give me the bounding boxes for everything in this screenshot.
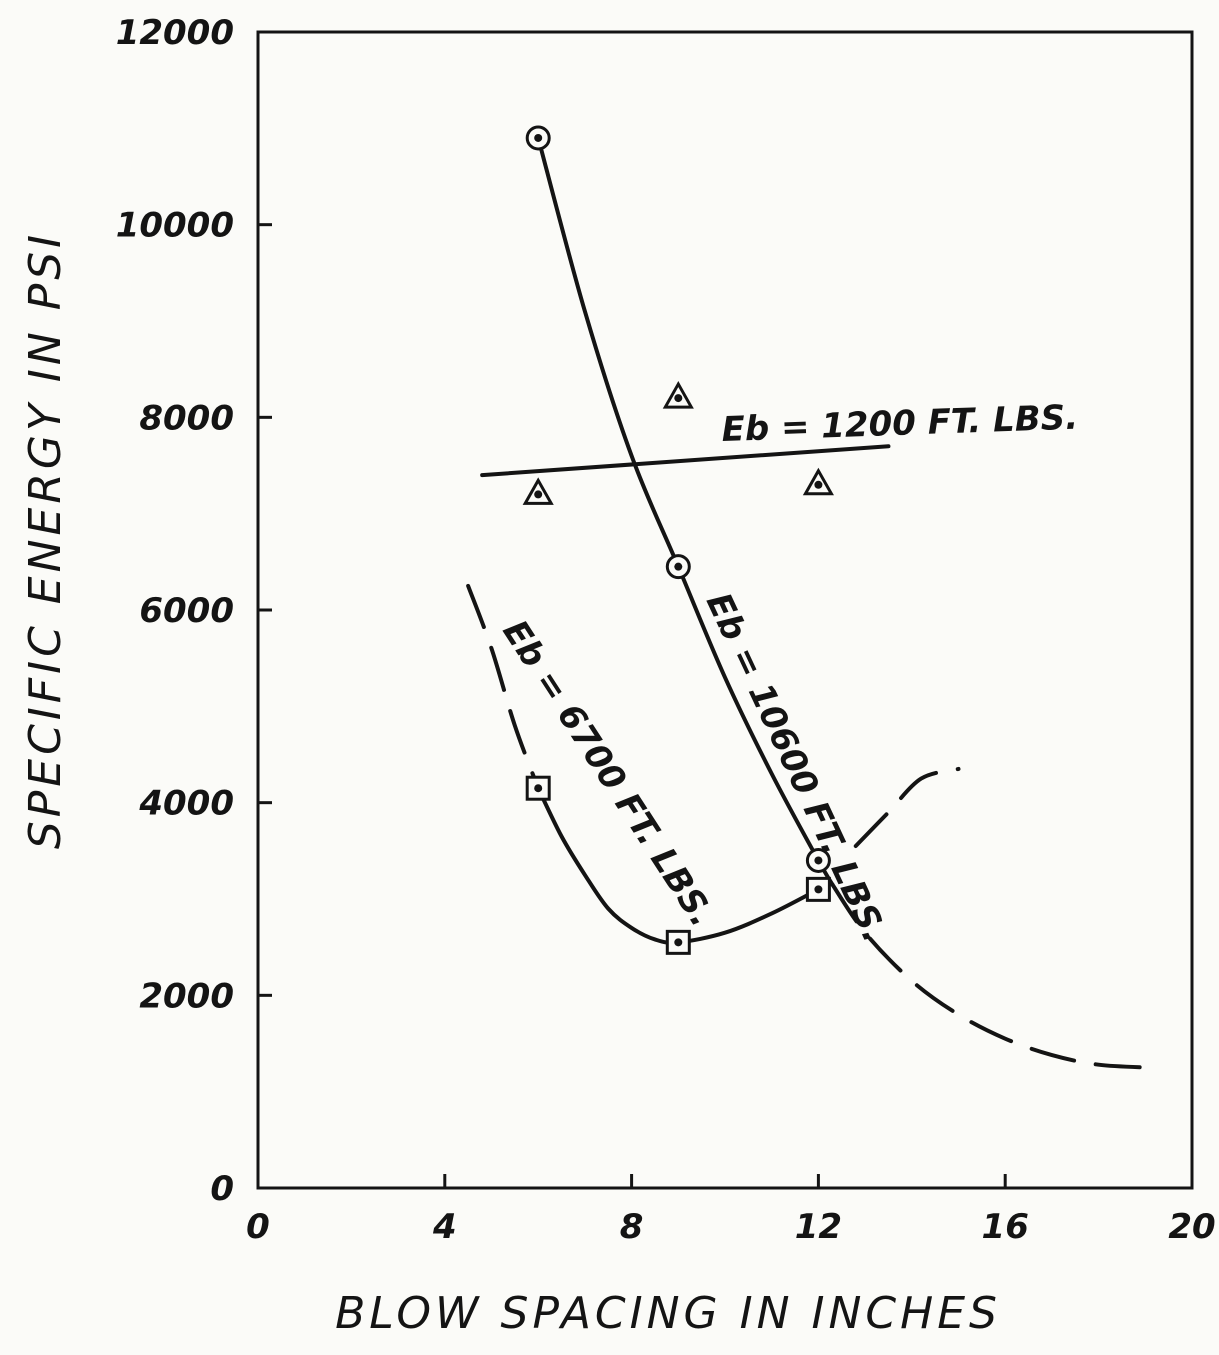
markers: [522, 125, 834, 955]
dashed-extension-eb-10600-ft-lbs-extrapolated: [830, 882, 1152, 1070]
x-tick-label-0: 0: [246, 1207, 270, 1247]
marker-dot: [534, 784, 543, 793]
y-axis-title: SPECIFIC ENERGY IN PSI: [20, 231, 71, 849]
curve-eb-1200-ft-lbs: [480, 444, 891, 478]
data-point-eb-6700-ft-lbs-2: [665, 929, 691, 955]
x-tick-labels: 0 4 8 12 16 20: [246, 1207, 1216, 1247]
x-axis-title: BLOW SPACING IN INCHES: [335, 1288, 1001, 1339]
y-tick-label-2000: 2000: [139, 976, 234, 1016]
y-tick-label-10000: 10000: [116, 206, 234, 246]
marker-dot: [814, 885, 823, 894]
x-tick-label-20: 20: [1168, 1207, 1215, 1247]
marker-dot: [674, 394, 683, 403]
data-point-eb-10600-ft-lbs-2: [665, 554, 691, 580]
y-tick-label-12000: 12000: [116, 13, 234, 53]
marker-dot: [814, 480, 823, 489]
y-tick-labels: 0 2000 4000 6000 8000 10000 12000: [116, 13, 234, 1209]
x-tick-label-4: 4: [432, 1207, 457, 1247]
data-point-eb-6700-ft-lbs-1: [525, 775, 551, 801]
y-tick-label-6000: 6000: [139, 591, 234, 631]
y-tick-label-0: 0: [210, 1169, 234, 1209]
y-tick-label-8000: 8000: [139, 398, 234, 438]
data-point-eb-1200-ft-lbs-2: [662, 381, 694, 409]
marker-dot: [814, 856, 823, 865]
x-tick-label-12: 12: [795, 1207, 842, 1247]
data-point-eb-6700-ft-lbs-3: [805, 876, 831, 902]
tick-marks: [256, 30, 1194, 1190]
marker-dot: [674, 938, 683, 947]
x-tick-label-16: 16: [982, 1207, 1029, 1247]
dashed-extension-eb-6700-ft-lbs-extrapolated-left: [466, 583, 541, 791]
marker-dot: [534, 133, 543, 142]
x-tick-label-8: 8: [620, 1207, 644, 1247]
data-point-eb-10600-ft-lbs-1: [525, 125, 551, 151]
dashed-extension-eb-6700-ft-lbs-extrapolated-right: [853, 766, 961, 849]
marker-dot: [534, 490, 543, 499]
y-tick-label-4000: 4000: [138, 784, 234, 824]
data-point-eb-10600-ft-lbs-3: [805, 847, 831, 873]
curve-eb-6700-ft-lbs: [536, 786, 821, 945]
data-point-eb-1200-ft-lbs-3: [802, 467, 834, 496]
data-point-eb-1200-ft-lbs-1: [522, 477, 554, 505]
marker-dot: [674, 562, 683, 571]
